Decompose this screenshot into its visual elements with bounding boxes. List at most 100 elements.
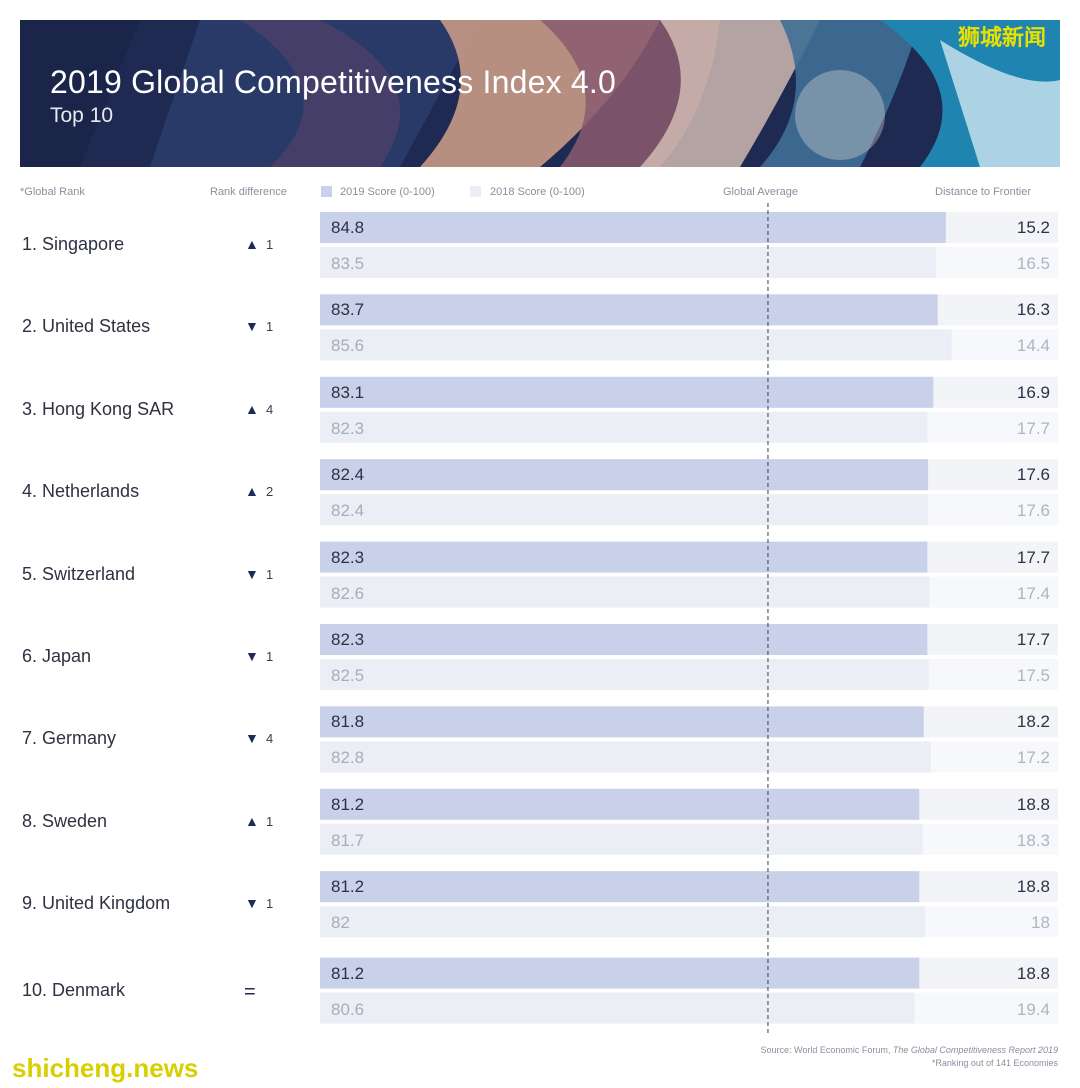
value-label-2019: 84.8 [331,218,365,237]
distance-label-2019: 17.6 [1016,465,1050,485]
banner-artwork [20,20,1060,167]
rank-difference-value: 1 [266,566,274,582]
ranking-note: *Ranking out of 141 Economies [931,1058,1058,1068]
bar-2019 [320,541,928,573]
value-label-2019: 83.7 [331,300,365,320]
distance-label-2018: 16.5 [1016,254,1050,273]
value-label-2019: 81.2 [331,877,365,897]
distance-label-2018: 17.6 [1016,501,1050,521]
bar-2019 [320,706,924,738]
value-label-2019: 82.4 [331,465,365,485]
bar-2019 [320,624,928,655]
distance-label-2019: 18.8 [1016,877,1050,897]
country-label: 7. Germany [22,728,117,749]
country-label: 10. Denmark [22,979,126,1000]
country-label: 1. Singapore [22,234,125,254]
rank-difference-value: 1 [266,649,274,664]
bar-2018 [320,906,926,938]
rank-difference-value: 1 [266,896,274,912]
rank-down-icon: ▼ [245,895,259,912]
bar-2018 [320,411,928,443]
bar-2018 [320,329,952,361]
header-banner: 2019 Global Competitiveness Index 4.0 To… [20,20,1060,167]
bar-2018 [320,741,932,773]
rank-up-icon: ▲ [245,483,259,500]
source-prefix: Source: World Economic Forum, [760,1045,891,1055]
value-label-2018: 82 [331,913,350,933]
value-label-2018: 80.6 [331,999,365,1019]
value-label-2019: 82.3 [331,630,365,649]
value-label-2018: 82.8 [331,748,365,768]
legend-label-2018: 2018 Score (0-100) [490,186,585,198]
column-header-rank-difference: Rank difference [210,186,287,198]
value-label-2018: 85.6 [331,336,365,356]
legend-swatch-2018 [470,186,481,197]
rank-down-icon: ▼ [245,648,259,664]
distance-label-2018: 14.4 [1016,336,1050,356]
distance-label-2019: 17.7 [1016,630,1050,649]
value-label-2019: 83.1 [331,382,365,402]
distance-label-2019: 17.7 [1016,547,1050,567]
bar-2018 [320,992,915,1024]
legend-label-2019: 2019 Score (0-100) [340,186,435,198]
bar-2019 [320,212,946,243]
value-label-2018: 82.6 [331,583,365,603]
value-label-2018: 81.7 [331,830,365,850]
distance-label-2018: 17.2 [1016,748,1050,768]
distance-label-2019: 18.8 [1016,963,1050,983]
bar-2019 [320,376,934,408]
distance-label-2018: 17.5 [1016,666,1050,685]
country-label: 6. Japan [22,646,92,666]
country-label: 3. Hong Kong SAR [22,398,175,419]
rank-down-icon: ▼ [245,730,259,747]
watermark-top: 狮城新闻 [958,25,1047,50]
distance-label-2019: 18.2 [1016,712,1050,732]
rank-up-icon: ▲ [245,400,259,417]
bar-2018 [320,247,937,278]
distance-label-2018: 18 [1031,913,1050,933]
bar-2019 [320,957,920,989]
rank-difference-value: 1 [266,237,274,252]
bar-2018 [320,576,930,608]
page-subtitle: Top 10 [50,104,114,127]
rank-difference-value: 2 [266,484,274,500]
distance-label-2018: 18.3 [1016,830,1050,850]
value-label-2019: 81.8 [331,712,365,732]
distance-label-2018: 19.4 [1016,999,1050,1019]
value-label-2018: 82.5 [331,666,365,685]
column-header-rank: *Global Rank [20,186,85,198]
bar-2019 [320,788,920,820]
bar-2018 [320,659,929,690]
watermark-bottom: shicheng.news [12,1053,199,1083]
rank-difference-value: 4 [266,401,274,417]
rank-same-icon: = [244,980,256,1003]
distance-label-2019: 18.8 [1016,794,1050,814]
distance-label-2019: 16.3 [1016,300,1050,320]
distance-label-2019: 16.9 [1016,382,1050,402]
distance-label-2018: 17.4 [1016,583,1050,603]
column-header-global-average: Global Average [723,186,799,198]
rank-difference-value: 4 [266,731,274,747]
bar-2018 [320,823,923,855]
bar-2019 [320,294,938,326]
distance-label-2019: 15.2 [1016,218,1050,237]
rank-down-icon: ▼ [245,318,259,335]
bar-2019 [320,871,920,903]
bar-2018 [320,494,929,526]
rank-difference-value: 1 [266,813,274,829]
value-label-2019: 82.3 [331,547,365,567]
country-label: 9. United Kingdom [22,893,171,914]
source-note: Source: World Economic Forum, The Global… [761,1045,1059,1055]
country-label: 5. Switzerland [22,563,136,584]
country-label: 2. United States [22,316,151,337]
page-title: 2019 Global Competitiveness Index 4.0 [50,64,616,100]
value-label-2018: 82.3 [331,418,365,438]
distance-label-2018: 17.7 [1016,418,1050,438]
rank-difference-value: 1 [266,319,274,335]
bar-2019 [320,459,929,491]
value-label-2019: 81.2 [331,794,365,814]
country-label: 8. Sweden [22,810,108,831]
source-title: The Global Competitiveness Report 2019 [892,1045,1058,1055]
column-header-distance: Distance to Frontier [935,186,1031,198]
value-label-2019: 81.2 [331,963,365,983]
